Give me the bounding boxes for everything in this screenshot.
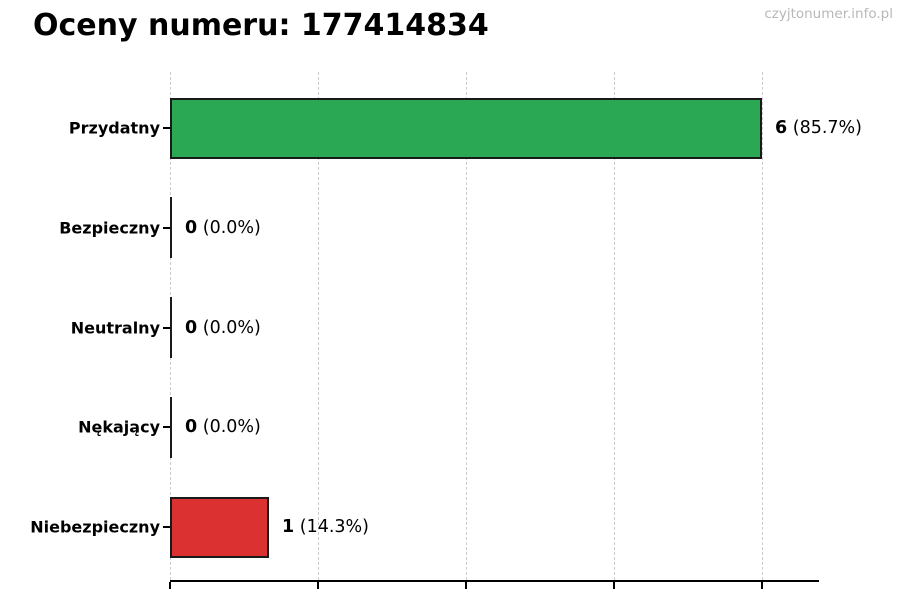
bar <box>170 497 269 558</box>
value-count: 0 <box>185 317 198 338</box>
value-label: 6 (85.7%) <box>775 118 862 138</box>
category-label: Nękający <box>78 417 160 437</box>
bar <box>170 397 172 458</box>
value-label: 0 (0.0%) <box>185 417 261 437</box>
x-gridline <box>466 72 467 580</box>
x-tick-mark <box>613 582 615 589</box>
value-count: 0 <box>185 217 198 238</box>
value-percent: (85.7%) <box>787 118 862 138</box>
value-label: 1 (14.3%) <box>282 517 369 537</box>
watermark: czyjtonumer.info.pl <box>764 6 893 22</box>
bar <box>170 98 762 159</box>
y-tick-mark <box>163 127 170 129</box>
plot-area: 6 (85.7%) 0 (0.0%) 0 (0.0%) 0 (0.0%) 1 (14.3… <box>169 72 862 589</box>
value-percent: (0.0%) <box>197 417 261 438</box>
value-percent: (14.3%) <box>294 517 369 537</box>
category-label: Przydatny <box>68 118 160 138</box>
x-tick-mark <box>761 582 763 589</box>
category-label: Neutralny <box>70 318 160 337</box>
value-count: 1 <box>282 517 295 537</box>
value-label: 0 (0.0%) <box>185 218 261 238</box>
x-tick-mark <box>169 582 171 589</box>
y-tick-mark <box>163 226 170 229</box>
x-gridline <box>762 72 763 580</box>
value-count: 6 <box>775 118 788 138</box>
x-tick-mark <box>465 582 467 589</box>
x-tick-mark <box>317 582 319 589</box>
value-percent: (0.0%) <box>197 317 261 338</box>
bar <box>170 197 172 258</box>
category-label: Niebezpieczny <box>30 517 160 537</box>
x-gridline <box>318 72 319 580</box>
y-tick-mark <box>163 526 170 528</box>
value-percent: (0.0%) <box>197 217 261 238</box>
x-gridline <box>614 72 615 580</box>
page-title: Oceny numeru: 177414834 <box>33 8 489 43</box>
bar <box>170 297 172 358</box>
category-label: Bezpieczny <box>59 218 160 238</box>
value-label: 0 (0.0%) <box>185 318 261 338</box>
y-tick-mark <box>163 426 170 429</box>
y-tick-mark <box>163 326 170 329</box>
value-count: 0 <box>185 417 198 438</box>
